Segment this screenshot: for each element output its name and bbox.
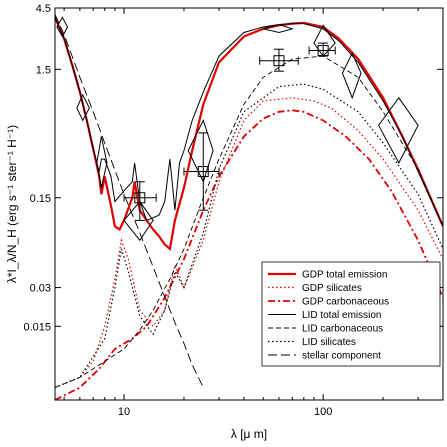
obs-diamond-1 (76, 93, 90, 122)
obs-square-0 (123, 181, 157, 221)
series-line-2 (55, 109, 443, 400)
legend-label-3: LID total emission (302, 310, 381, 321)
series-layer (55, 14, 443, 400)
obs-diamond-5 (263, 23, 295, 34)
obs-diamond-2 (96, 136, 108, 188)
legend-label-0: GDP total emission (302, 270, 387, 281)
series-line-4 (55, 55, 443, 388)
obs-diamond-3 (123, 200, 154, 242)
obs-diamond-7 (341, 52, 362, 100)
observations-layer (56, 16, 419, 242)
y-tick-label-0: 0.015 (23, 321, 51, 333)
plot-frame (54, 7, 444, 401)
obs-diamond-0 (56, 16, 69, 38)
y-tick-label-2: 0.15 (30, 193, 51, 205)
x-tick-label-0: 10 (118, 406, 130, 418)
y-tick-label-1: 0.03 (30, 283, 51, 295)
series-line-0 (55, 16, 443, 252)
x-tick-label-1: 100 (314, 406, 332, 418)
obs-diamond-8 (378, 96, 419, 164)
y-tick-label-3: 1.5 (36, 64, 51, 76)
obs-square-3 (308, 42, 336, 57)
x-axis-label: λ [μ m] (231, 427, 267, 441)
y-tick-label-4: 4.5 (36, 3, 51, 15)
y-axis-label: λ*I_λ/N_H (erg s⁻¹ ster⁻¹ H⁻¹) (5, 125, 19, 283)
series-line-3 (55, 17, 443, 227)
legend-label-5: LID silicates (302, 337, 356, 348)
legend-label-6: stellar component (302, 351, 381, 362)
legend: GDP total emission GDP silicates GDP carbo… (261, 261, 441, 367)
legend-label-2: GDP carbonaceous (302, 297, 389, 308)
obs-square-2 (259, 48, 299, 72)
legend-label-4: LID carbonaceous (302, 324, 383, 335)
legend-label-1: GDP silicates (302, 283, 362, 294)
obs-square-1 (183, 132, 220, 211)
tick-layer: 10 100 0.015 0.03 0.15 1.5 4.5 (23, 3, 444, 418)
series-line-6 (55, 14, 204, 388)
series-line-1 (55, 97, 443, 389)
